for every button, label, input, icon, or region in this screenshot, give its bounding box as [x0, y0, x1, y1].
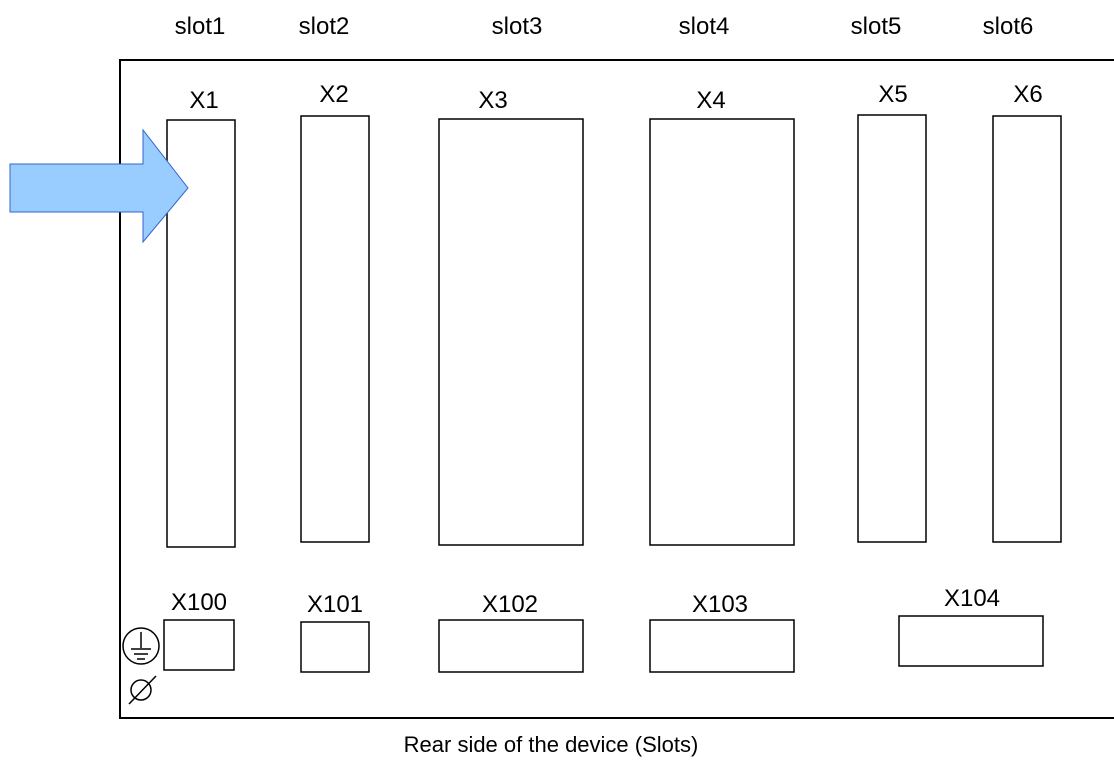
- connector-x100: [163, 619, 235, 671]
- arrow-right-icon: [9, 128, 189, 244]
- connector-x104: [898, 615, 1044, 667]
- connector-x101: [300, 621, 370, 673]
- device-outline: [119, 59, 1114, 719]
- connector-label-x102: X102: [482, 591, 538, 618]
- slot-label-3: slot3: [492, 13, 543, 40]
- connector-label-x104: X104: [944, 585, 1000, 612]
- connector-label-x103: X103: [692, 591, 748, 618]
- connector-x103: [649, 619, 795, 673]
- connector-label-x100: X100: [171, 589, 227, 616]
- connector-x5: [857, 114, 927, 543]
- connector-x102: [438, 619, 584, 673]
- protective-earth-icon: [122, 627, 160, 665]
- connector-x2: [300, 115, 370, 543]
- diagram-caption: Rear side of the device (Slots): [404, 732, 699, 757]
- connector-label-x2: X2: [319, 81, 348, 108]
- connector-label-x4: X4: [696, 87, 725, 114]
- connector-x6: [992, 115, 1062, 543]
- slot-label-1: slot1: [175, 13, 226, 40]
- connector-label-x3: X3: [478, 87, 507, 114]
- connector-label-x1: X1: [189, 87, 218, 114]
- connector-label-x5: X5: [878, 81, 907, 108]
- connector-x3: [438, 118, 584, 546]
- connector-label-x101: X101: [307, 591, 363, 618]
- slot-label-5: slot5: [851, 13, 902, 40]
- slot-label-6: slot6: [983, 13, 1034, 40]
- slot-label-2: slot2: [299, 13, 350, 40]
- connector-x4: [649, 118, 795, 546]
- connector-label-x6: X6: [1013, 81, 1042, 108]
- diameter-icon: [128, 675, 157, 705]
- slot-label-4: slot4: [679, 13, 730, 40]
